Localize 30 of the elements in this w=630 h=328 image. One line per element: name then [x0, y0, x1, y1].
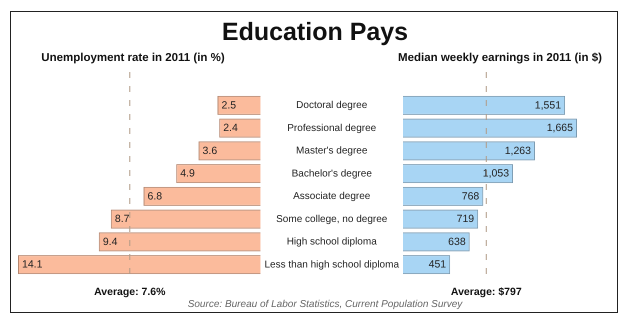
data-label: 719	[456, 213, 474, 226]
text: Education Pays	[220, 18, 410, 47]
data-label: 2.4	[223, 122, 238, 134]
y-tick-label: Doctoral degree	[296, 100, 368, 112]
chart-subtitle: Median weekly earnings in 2011 (in $)	[398, 52, 602, 64]
data-label: 768	[462, 190, 480, 202]
data-label: 8.7	[114, 213, 130, 226]
y-tick-label: Some college, no degree	[276, 214, 388, 225]
y-tick-label: Professional degree	[287, 122, 377, 134]
data-label: 638	[448, 236, 466, 248]
y-tick-label: Bachelor's degree	[292, 168, 372, 180]
ref-line-label: Average: 7.6%	[94, 286, 166, 298]
y-tick-label: Associate degree	[293, 191, 371, 202]
ref-line-label: Average: $797	[450, 286, 522, 298]
data-label: 1,263	[504, 144, 532, 157]
data-label: 4.9	[180, 168, 195, 180]
data-label: 1,551	[534, 99, 562, 112]
data-label: 6.8	[148, 190, 162, 202]
data-label: 451	[428, 258, 446, 271]
chart-subtitle: Unemployment rate in 2011 (in %)	[41, 52, 225, 64]
data-label: 9.4	[102, 236, 118, 248]
y-tick-label: Master's degree	[296, 146, 368, 157]
y-tick-label: Less than high school diploma	[264, 259, 400, 270]
data-label: 2.5	[221, 99, 236, 112]
data-label: 1,053	[482, 168, 510, 180]
data-label: 3.6	[202, 144, 218, 157]
y-tick-label: High school diploma	[286, 236, 378, 248]
data-label: 14.1	[22, 258, 43, 271]
data-label: 1,665	[546, 122, 574, 134]
source-note: Source: Bureau of Labor Statistics, Current Population Survey	[188, 299, 462, 310]
